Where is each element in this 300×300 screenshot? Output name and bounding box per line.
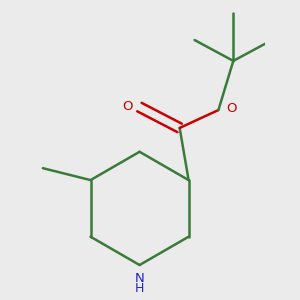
Text: O: O	[122, 100, 133, 113]
Text: O: O	[226, 102, 236, 115]
Text: N: N	[135, 272, 144, 286]
Text: H: H	[135, 282, 144, 295]
